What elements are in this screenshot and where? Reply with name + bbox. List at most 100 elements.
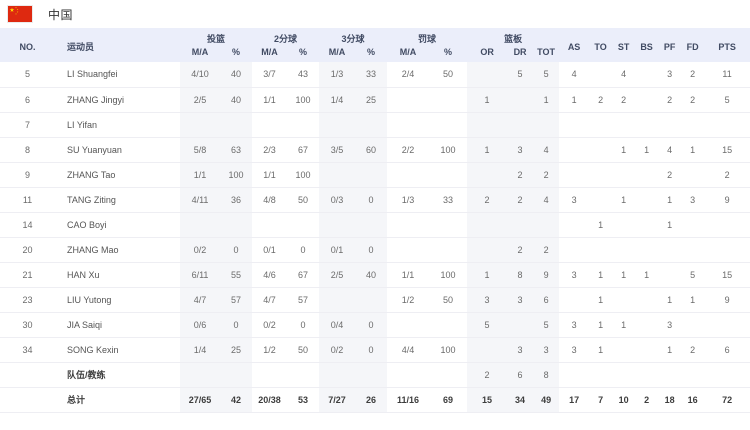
player-number [0, 362, 55, 388]
stat-cell [612, 112, 636, 138]
stat-cell: 50 [287, 337, 320, 363]
col-header-3pt: 3分球 [319, 28, 388, 45]
team-header: 中国 [0, 0, 750, 28]
col-header-3pt-ma: M/A [319, 45, 356, 62]
stat-cell: 25 [220, 337, 253, 363]
stat-cell [589, 237, 613, 263]
stat-cell: 0/2 [252, 312, 288, 338]
stat-cell: 100 [429, 137, 468, 163]
stat-cell [635, 187, 659, 213]
stat-cell: 8 [533, 362, 560, 388]
stat-cell [612, 362, 636, 388]
player-name: CAO Boyi [55, 212, 180, 238]
stat-cell: 7/27 [319, 387, 356, 413]
table-row: 11 TANG Ziting 4/11 36 4/8 50 0/3 0 1/3 33 2 2 4 3 1 1 3… [0, 187, 750, 213]
stat-cell [635, 287, 659, 313]
stat-cell: 1 [681, 287, 705, 313]
stat-cell: 2 [589, 87, 613, 113]
player-number: 20 [0, 237, 55, 263]
stat-cell: 0 [220, 312, 253, 338]
stat-cell [319, 287, 356, 313]
stat-cell: 1/3 [387, 187, 430, 213]
stat-cell: 2/5 [319, 262, 356, 288]
stat-cell: 1 [612, 262, 636, 288]
stat-cell [319, 212, 356, 238]
stat-cell: 5 [533, 62, 560, 88]
stat-cell: 6/11 [180, 262, 220, 288]
col-header-2pt-pct: % [287, 45, 320, 62]
player-number: 11 [0, 187, 55, 213]
player-number: 14 [0, 212, 55, 238]
stat-cell [387, 212, 430, 238]
stat-cell: 5 [681, 262, 705, 288]
team-row-label: 队伍/教练 [55, 362, 180, 388]
stat-cell [559, 362, 590, 388]
stat-cell: 26 [355, 387, 388, 413]
stat-cell: 1 [681, 137, 705, 163]
stat-cell [355, 287, 388, 313]
table-row: 30 JIA Saiqi 0/6 0 0/2 0 0/4 0 5 5 3 1 1 3 [0, 312, 750, 338]
stat-cell: 3 [507, 287, 534, 313]
stat-cell [681, 212, 705, 238]
stat-cell: 2/3 [252, 137, 288, 163]
stat-cell: 3 [533, 337, 560, 363]
stat-cell [533, 112, 560, 138]
stat-cell: 67 [287, 262, 320, 288]
col-header-ft-pct: % [429, 45, 468, 62]
stat-cell [467, 337, 508, 363]
table-row: 总计 27/65 42 20/38 53 7/27 26 11/16 69 15 34 49 17 7 10… [0, 387, 750, 413]
player-number: 23 [0, 287, 55, 313]
stat-cell: 0/1 [252, 237, 288, 263]
stat-cell: 15 [704, 262, 750, 288]
player-number: 30 [0, 312, 55, 338]
box-score-table: NO. 运动员 投篮 2分球 3分球 罚球 篮板 AS TO ST BS PF FD PTS M/A% M/A… [0, 28, 750, 413]
stat-cell: 2 [635, 387, 659, 413]
stat-cell: 0 [287, 237, 320, 263]
stat-cell: 53 [287, 387, 320, 413]
col-header-fg: 投篮 [180, 28, 253, 45]
stat-cell: 40 [355, 262, 388, 288]
stat-cell [387, 237, 430, 263]
stat-cell: 2 [507, 237, 534, 263]
stat-cell: 1/1 [252, 162, 288, 188]
stat-cell: 0/6 [180, 312, 220, 338]
stat-cell: 4/4 [387, 337, 430, 363]
stat-cell: 4 [658, 137, 682, 163]
total-row-label: 总计 [55, 387, 180, 413]
stat-cell [681, 312, 705, 338]
stat-cell [658, 362, 682, 388]
stat-cell [704, 112, 750, 138]
stat-cell: 5 [467, 312, 508, 338]
stat-cell: 5/8 [180, 137, 220, 163]
stat-cell: 69 [429, 387, 468, 413]
col-header-fd: FD [681, 28, 705, 62]
stat-cell [559, 287, 590, 313]
stat-cell: 3 [559, 262, 590, 288]
stat-cell [429, 112, 468, 138]
stat-cell: 0/2 [319, 337, 356, 363]
stat-cell [612, 237, 636, 263]
stat-cell [355, 112, 388, 138]
stat-cell: 1 [589, 287, 613, 313]
stat-cell: 0/4 [319, 312, 356, 338]
stat-cell: 16 [681, 387, 705, 413]
stat-cell: 4/6 [252, 262, 288, 288]
player-number: 9 [0, 162, 55, 188]
stat-cell [612, 337, 636, 363]
team-name: 中国 [48, 7, 74, 22]
player-name: ZHANG Mao [55, 237, 180, 263]
stat-cell: 4 [533, 187, 560, 213]
stat-cell: 2 [467, 187, 508, 213]
table-row: 14 CAO Boyi 1 1 [0, 212, 750, 238]
stat-cell: 3 [559, 187, 590, 213]
col-header-player: 运动员 [55, 28, 180, 62]
stat-cell: 0/1 [319, 237, 356, 263]
table-row: 34 SONG Kexin 1/4 25 1/2 50 0/2 0 4/4 100 3 3 3 1 1 2 6 [0, 337, 750, 363]
stat-cell [319, 162, 356, 188]
stat-cell: 63 [220, 137, 253, 163]
col-header-to: TO [589, 28, 613, 62]
stat-cell: 9 [704, 287, 750, 313]
stat-cell [635, 362, 659, 388]
stat-cell [589, 362, 613, 388]
stat-cell: 15 [704, 137, 750, 163]
